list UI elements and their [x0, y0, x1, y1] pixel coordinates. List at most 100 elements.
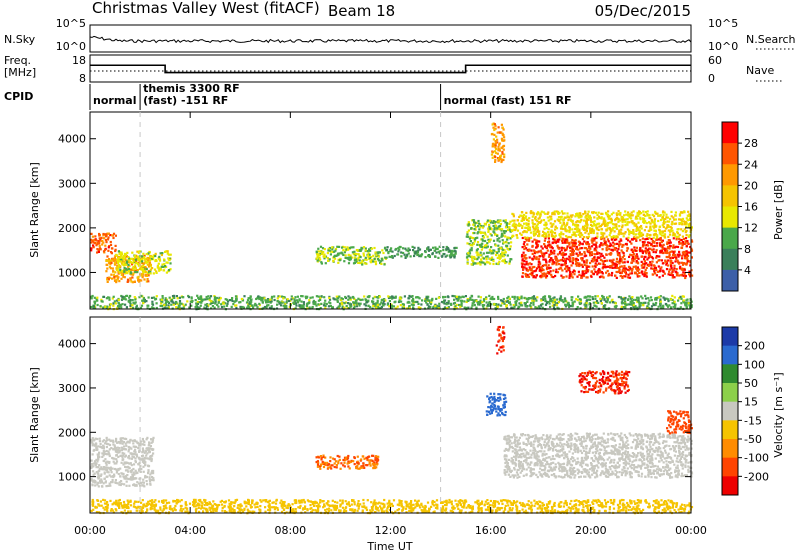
data-cell — [467, 255, 469, 257]
data-cell — [627, 221, 629, 223]
data-cell — [652, 225, 654, 227]
data-cell — [274, 299, 276, 301]
data-cell — [508, 227, 510, 229]
data-cell — [152, 256, 154, 258]
data-cell — [584, 247, 586, 249]
data-cell — [344, 296, 346, 298]
data-cell — [114, 257, 116, 259]
data-cell — [101, 447, 103, 449]
data-cell — [363, 295, 365, 297]
data-cell — [508, 242, 510, 244]
data-cell — [94, 484, 96, 486]
data-cell — [127, 256, 129, 258]
data-cell — [562, 242, 564, 244]
data-cell — [282, 297, 284, 299]
data-cell — [530, 297, 532, 299]
data-cell — [581, 243, 583, 245]
data-cell — [562, 252, 564, 254]
data-cell — [559, 236, 561, 238]
data-cell — [673, 265, 675, 267]
data-cell — [389, 300, 391, 302]
data-cell — [653, 251, 655, 253]
data-cell — [383, 263, 385, 265]
data-cell — [673, 306, 675, 308]
data-cell — [643, 214, 645, 216]
data-cell — [175, 302, 177, 304]
data-cell — [110, 262, 112, 264]
data-cell — [559, 252, 561, 254]
data-cell — [564, 228, 566, 230]
data-cell — [531, 219, 533, 221]
sky-noise-panel — [90, 25, 691, 52]
data-cell — [633, 236, 635, 238]
data-cell — [196, 295, 198, 297]
data-cell — [678, 243, 680, 245]
data-cell — [333, 251, 335, 253]
data-cell — [447, 302, 449, 304]
data-cell — [556, 241, 558, 243]
data-cell — [320, 261, 322, 263]
data-cell — [611, 272, 613, 274]
data-cell — [630, 217, 632, 219]
data-cell — [495, 244, 497, 246]
data-cell — [632, 229, 634, 231]
data-cell — [248, 297, 250, 299]
data-cell — [609, 243, 611, 245]
data-cell — [90, 233, 92, 235]
data-cell — [479, 231, 481, 233]
data-cell — [499, 240, 501, 242]
data-cell — [683, 299, 685, 301]
data-cell — [609, 245, 611, 247]
data-cell — [149, 259, 151, 261]
data-cell — [578, 241, 580, 243]
data-cell — [565, 238, 567, 240]
data-cell — [676, 268, 678, 270]
data-cell — [583, 236, 585, 238]
data-cell — [120, 254, 122, 256]
data-cell — [474, 262, 476, 264]
data-cell — [618, 296, 620, 298]
data-cell — [607, 227, 609, 229]
data-cell — [348, 259, 350, 261]
data-cell — [110, 241, 112, 243]
data-cell — [134, 271, 136, 273]
data-cell — [269, 299, 271, 301]
data-cell — [90, 296, 92, 298]
data-cell — [580, 257, 582, 259]
data-cell — [456, 296, 458, 298]
data-cell — [597, 302, 599, 304]
data-cell — [556, 245, 558, 247]
data-cell — [588, 236, 590, 238]
data-cell — [560, 264, 562, 266]
data-cell — [95, 239, 97, 241]
data-cell — [530, 302, 532, 304]
data-cell — [564, 264, 566, 266]
data-cell — [568, 267, 570, 269]
data-cell — [651, 261, 653, 263]
data-cell — [357, 262, 359, 264]
data-cell — [425, 301, 427, 303]
data-cell — [637, 222, 639, 224]
data-cell — [142, 253, 144, 255]
data-cell — [498, 254, 500, 256]
data-cell — [147, 305, 149, 307]
data-cell — [662, 216, 664, 218]
data-cell — [162, 266, 164, 268]
data-cell — [662, 262, 664, 264]
data-cell — [533, 249, 535, 251]
data-cell — [111, 252, 113, 254]
data-cell — [266, 304, 268, 306]
data-cell — [329, 302, 331, 304]
data-cell — [332, 260, 334, 262]
data-cell — [147, 280, 149, 282]
data-cell — [514, 306, 516, 308]
data-cell — [630, 303, 632, 305]
data-cell — [316, 253, 318, 255]
data-cell — [634, 255, 636, 257]
data-cell — [594, 295, 596, 297]
nave-tick-bottom: 0 — [708, 72, 715, 85]
data-cell — [653, 241, 655, 243]
data-cell — [492, 127, 494, 129]
data-cell — [538, 261, 540, 263]
data-cell — [347, 302, 349, 304]
